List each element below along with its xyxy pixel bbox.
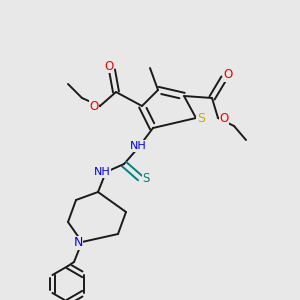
Text: S: S xyxy=(142,172,150,185)
Text: O: O xyxy=(219,112,229,125)
Text: NH: NH xyxy=(94,167,110,177)
Text: O: O xyxy=(104,59,114,73)
Text: S: S xyxy=(197,112,205,125)
Text: NH: NH xyxy=(130,141,146,151)
Text: O: O xyxy=(89,100,99,112)
Text: O: O xyxy=(224,68,232,82)
Text: N: N xyxy=(73,236,83,250)
